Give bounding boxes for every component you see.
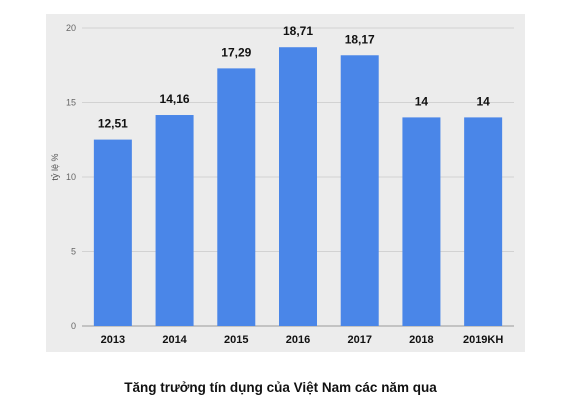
x-tick-label: 2017 xyxy=(347,334,371,346)
data-label: 12,51 xyxy=(98,117,128,131)
data-label: 17,29 xyxy=(221,45,251,59)
x-tick-label: 2016 xyxy=(286,334,310,346)
x-tick-label: 2018 xyxy=(409,334,433,346)
x-tick-label: 2019KH xyxy=(463,334,503,346)
bar xyxy=(402,117,441,327)
data-label: 14,16 xyxy=(160,92,190,106)
bar xyxy=(279,47,317,326)
bar-chart: 0 5 10 15 20 12,51 2013 14,16 2014 17,29 2015 18,7… xyxy=(50,23,514,346)
y-tick-label: 15 xyxy=(66,98,76,108)
labels: 12,51 2013 14,16 2014 17,29 2015 18,71 2016 18,1… xyxy=(98,24,504,346)
x-tick-label: 2013 xyxy=(101,334,125,346)
y-axis-label: tỷ lệ % xyxy=(50,153,60,180)
y-tick-label: 0 xyxy=(71,321,76,331)
chart-panel: 0 5 10 15 20 12,51 2013 14,16 2014 17,29 2015 18,7… xyxy=(46,14,525,352)
y-tick-label: 10 xyxy=(66,172,76,182)
y-tick-label: 5 xyxy=(71,247,76,257)
x-tick-label: 2015 xyxy=(224,334,248,346)
data-label: 18,71 xyxy=(283,24,313,38)
data-label: 14 xyxy=(415,94,429,108)
y-tick-label: 20 xyxy=(66,23,76,33)
bar xyxy=(340,55,379,326)
chart-caption: Tăng trưởng tín dụng của Việt Nam các nă… xyxy=(124,380,437,395)
bar xyxy=(217,68,256,326)
data-label: 14 xyxy=(476,94,490,108)
bar xyxy=(464,117,503,327)
bar xyxy=(155,115,194,327)
x-tick-label: 2014 xyxy=(162,334,187,346)
data-label: 18,17 xyxy=(345,32,375,46)
bars xyxy=(93,47,503,327)
bar xyxy=(93,139,132,326)
